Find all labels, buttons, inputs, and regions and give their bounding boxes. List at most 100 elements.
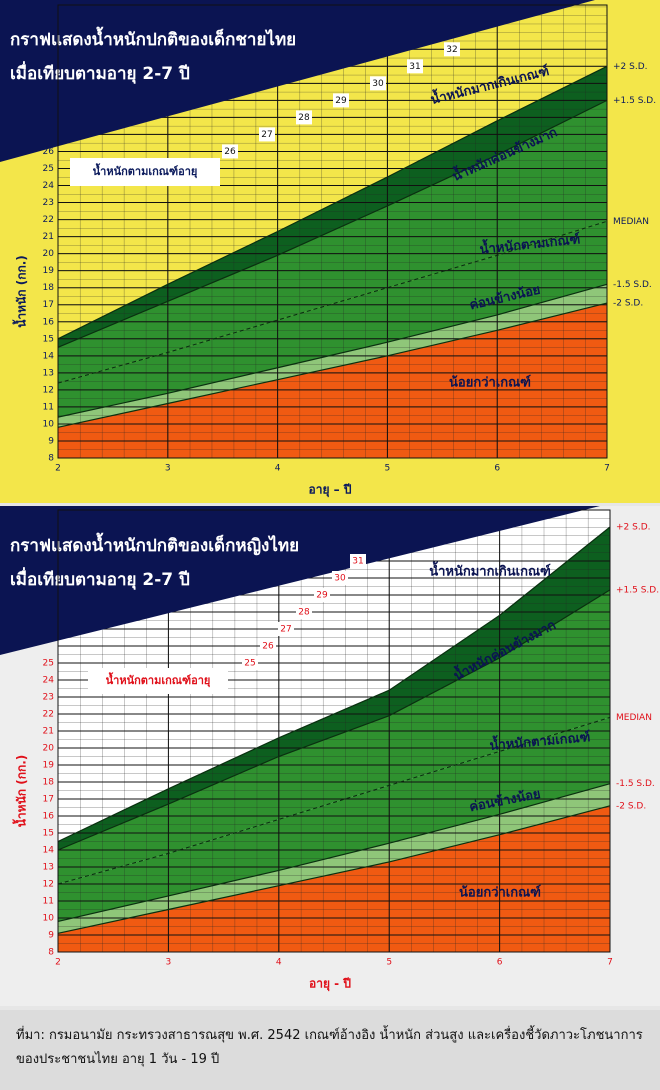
x-tick-label: 2: [55, 958, 61, 968]
upper-tick-box: [222, 144, 238, 159]
sd-line: [57, 783, 611, 922]
y-tick-label: 18: [43, 283, 55, 293]
upper-tick-box: [314, 588, 330, 602]
y-axis-label: น้ำหนัก (กก.): [12, 755, 29, 828]
y-tick-label: 18: [43, 778, 55, 788]
chart-title: กราฟแสดงน้ำหนักปกติของเด็กชายไทย: [10, 26, 296, 50]
series-label: +2 S.D.: [616, 523, 651, 533]
y-tick-label: 8: [48, 948, 54, 958]
plot-border: [57, 4, 608, 459]
y-tick-label: 15: [43, 829, 54, 839]
upper-tick-box: [242, 656, 258, 670]
y-tick-label: 25: [43, 659, 54, 669]
title-background: [0, 0, 595, 162]
x-tick-label: 6: [497, 958, 503, 968]
y-tick-label: 15: [43, 334, 54, 344]
y-tick-label: 11: [43, 897, 54, 907]
y-tick-label: 19: [43, 761, 55, 771]
upper-tick-label: 27: [280, 625, 291, 635]
chart-girls: +2 S.D. +1.5 S.D. MEDIAN -1.5 S.D. -2 S.D. กร…: [0, 506, 660, 1006]
sd-line: [57, 716, 611, 885]
y-tick-label: 12: [43, 385, 54, 395]
y-tick-label: 8: [48, 454, 54, 464]
y-tick-label: 23: [43, 198, 54, 208]
y-tick-label: 9: [48, 436, 54, 446]
chart-subtitle: เมื่อเทียบตามอายุ 2-7 ปี: [10, 61, 190, 84]
upper-tick-label: 30: [372, 79, 384, 89]
box-label-bg: [70, 158, 220, 186]
series-label: +1.5 S.D.: [613, 96, 656, 106]
chart-title: กราฟแสดงน้ำหนักปกติของเด็กหญิงไทย: [10, 532, 299, 556]
upper-tick-label: 28: [298, 113, 310, 123]
y-tick-label: 21: [43, 232, 54, 242]
sd-line: [57, 589, 611, 851]
upper-tick-label: 26: [224, 147, 236, 157]
upper-tick-box: [296, 605, 312, 619]
upper-tick-label: 30: [334, 574, 346, 584]
x-tick-label: 5: [386, 958, 392, 968]
y-tick-label: 22: [43, 710, 54, 720]
upper-tick-box: [350, 554, 366, 568]
box-label: น้ำหนักตามเกณฑ์อายุ: [106, 672, 211, 688]
y-tick-label: 10: [43, 419, 55, 429]
upper-tick-box: [260, 639, 276, 653]
upper-tick-label: 28: [298, 608, 310, 618]
y-tick-label: 20: [43, 249, 55, 259]
y-tick-label: 17: [43, 300, 54, 310]
series-label: -1.5 S.D.: [616, 779, 655, 789]
series-label: -2 S.D.: [613, 299, 643, 309]
upper-tick-box: [278, 622, 294, 636]
sd-line: [57, 220, 608, 384]
upper-tick-label: 26: [262, 642, 274, 652]
title-background: [0, 506, 600, 655]
band-label: น้ำหนักมากเกินเกณฑ์: [429, 561, 551, 580]
sd-line: [57, 99, 608, 348]
chart-subtitle: เมื่อเทียบตามอายุ 2-7 ปี: [10, 567, 190, 590]
series-label: +2 S.D.: [613, 62, 648, 72]
sd-line: [57, 805, 611, 934]
upper-tick-label: 27: [261, 130, 272, 140]
box-label-bg: [88, 668, 228, 694]
y-axis-label: น้ำหนัก (กก.): [12, 255, 29, 328]
x-tick-label: 4: [276, 958, 282, 968]
x-axis-label: อายุ - ปี: [309, 977, 351, 992]
y-tick-label: 23: [43, 693, 54, 703]
y-tick-label: 21: [43, 727, 54, 737]
box-label: น้ำหนักตามเกณฑ์อายุ: [93, 163, 198, 179]
upper-tick-label: 31: [409, 62, 420, 72]
y-tick-label: 9: [48, 931, 54, 941]
x-tick-label: 4: [275, 464, 281, 474]
upper-tick-box: [332, 571, 348, 585]
y-tick-label: 16: [43, 812, 55, 822]
sd-line: [57, 65, 608, 340]
chart-boys: +2 S.D. +1.5 S.D. MEDIAN -1.5 S.D. -2 S.D. กร…: [0, 0, 660, 503]
upper-tick-box: [296, 110, 312, 125]
upper-tick-label: 31: [352, 557, 363, 567]
x-tick-label: 7: [607, 958, 613, 968]
sd-line: [57, 283, 608, 418]
upper-tick-box: [370, 76, 386, 91]
y-tick-label: 12: [43, 880, 54, 890]
x-axis-label: อายุ – ปี: [309, 483, 352, 498]
y-tick-label: 19: [43, 266, 55, 276]
upper-tick-label: 29: [335, 96, 347, 106]
y-tick-label: 24: [43, 676, 55, 686]
upper-tick-label: 32: [446, 45, 457, 55]
source-note: ที่มา: กรมอนามัย กระทรวงสาธารณสุข พ.ศ. 2…: [0, 1010, 660, 1090]
x-tick-label: 2: [55, 464, 61, 474]
y-tick-label: 20: [43, 744, 55, 754]
band-label: น้อยกว่าเกณฑ์: [459, 885, 541, 901]
y-tick-label: 14: [43, 846, 55, 856]
y-tick-label: 13: [43, 368, 54, 378]
series-label: -1.5 S.D.: [613, 280, 652, 290]
upper-tick-label: 29: [316, 591, 328, 601]
series-label: +1.5 S.D.: [616, 585, 659, 595]
upper-tick-box: [407, 59, 423, 74]
upper-tick-box: [259, 127, 275, 142]
series-label: -2 S.D.: [616, 801, 646, 811]
y-tick-label: 26: [43, 147, 55, 157]
y-tick-label: 22: [43, 215, 54, 225]
y-tick-label: 13: [43, 863, 54, 873]
x-tick-label: 3: [165, 464, 171, 474]
